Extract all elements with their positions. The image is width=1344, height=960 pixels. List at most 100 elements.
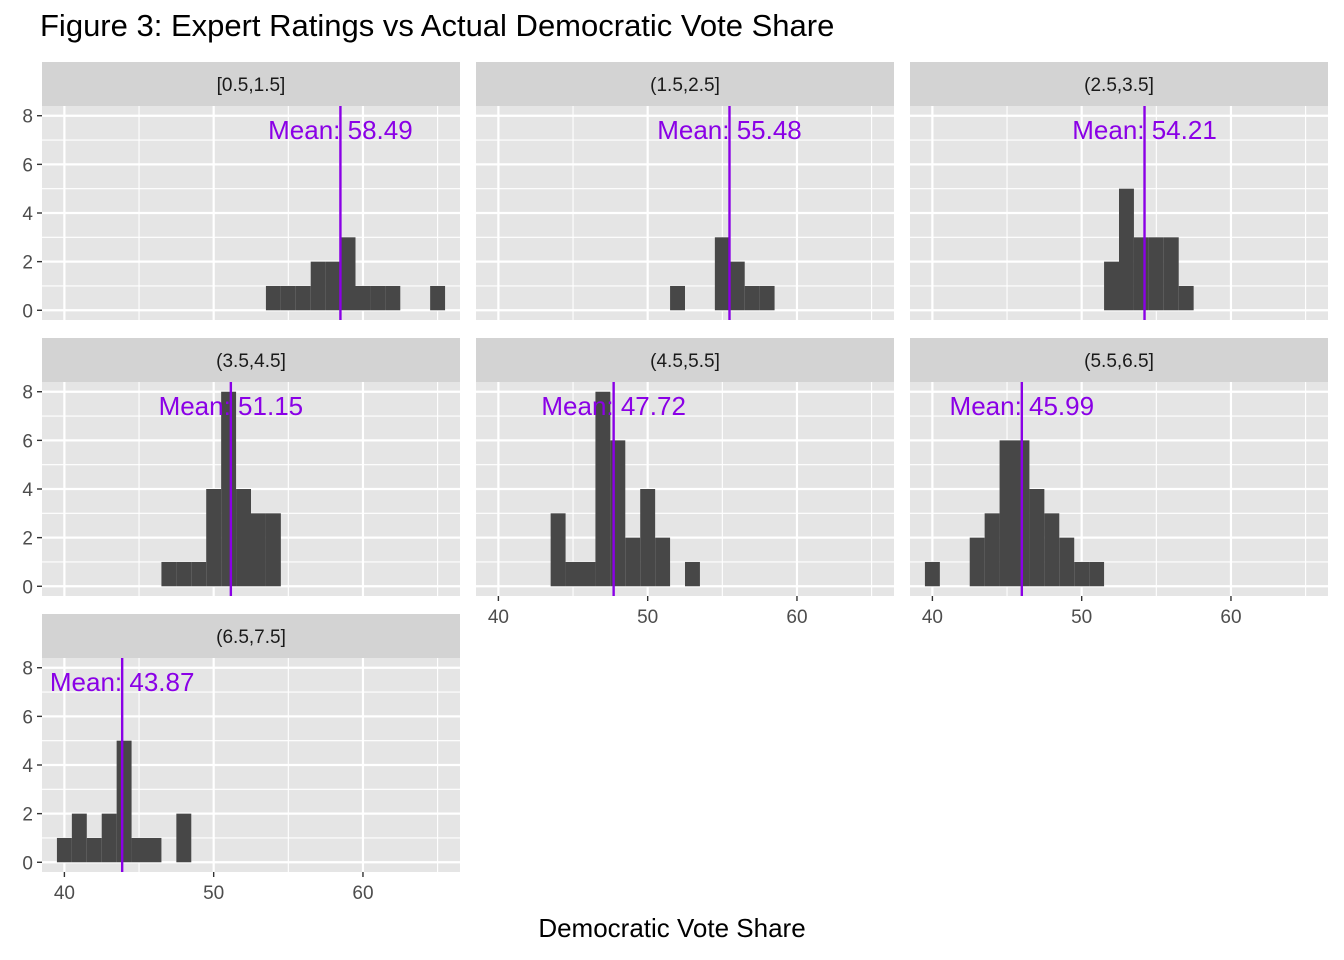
y-tick-label: 0 (22, 577, 33, 598)
x-tick-label: 60 (1220, 607, 1241, 628)
y-tick-label: 0 (22, 301, 33, 322)
mean-label: Mean: 47.72 (541, 391, 686, 421)
mean-label: Mean: 45.99 (950, 391, 1095, 421)
facet-strip-label: (4.5,5.5] (650, 351, 720, 372)
histogram-bar (1029, 489, 1045, 587)
facet-strip (42, 62, 460, 106)
histogram-bar (310, 261, 326, 311)
histogram-bar (984, 513, 1000, 587)
x-tick-label: 60 (786, 607, 807, 628)
histogram-bar (206, 489, 222, 587)
mean-label: Mean: 51.15 (159, 391, 304, 421)
y-tick-label: 4 (22, 480, 33, 501)
histogram-bar (251, 513, 266, 587)
histogram-bar (655, 537, 671, 587)
facet-strip-label: (6.5,7.5] (216, 627, 286, 648)
chart-title: Figure 3: Expert Ratings vs Actual Democ… (40, 8, 835, 43)
y-tick-label: 2 (22, 253, 33, 274)
histogram-bar (714, 237, 730, 311)
histogram-bar (759, 285, 775, 311)
histogram-bar (161, 561, 177, 587)
histogram-bar (221, 391, 237, 587)
facet-strip (476, 62, 894, 106)
histogram-bar (1178, 285, 1194, 311)
histogram-bar (685, 561, 700, 587)
histogram-bar (355, 285, 371, 311)
histogram-bar (565, 561, 581, 587)
x-axis-title: Democratic Vote Share (538, 913, 806, 943)
y-tick-label: 2 (22, 529, 33, 550)
facet-strip-label: (2.5,3.5] (1084, 75, 1154, 96)
facet-panel-3: (2.5,3.5] Mean: 54.21 (910, 62, 1328, 320)
histogram-bar (265, 513, 281, 587)
histogram-bar (640, 489, 656, 587)
histogram-bar (670, 285, 685, 311)
facet-strip (42, 338, 460, 382)
x-tick-label: 40 (488, 607, 509, 628)
histogram-bar (1059, 537, 1075, 587)
histogram-bar (86, 837, 102, 863)
y-tick-label: 4 (22, 204, 33, 225)
histogram-bar (969, 537, 985, 587)
facet-strip (910, 62, 1328, 106)
histogram-bar (101, 813, 117, 863)
mean-label: Mean: 54.21 (1072, 115, 1217, 145)
histogram-bar (176, 561, 192, 587)
histogram-bar (1163, 237, 1179, 311)
histogram-bar (236, 489, 251, 587)
mean-label: Mean: 55.48 (657, 115, 802, 145)
histogram-bar (1104, 261, 1119, 311)
histogram-bar (1089, 561, 1105, 587)
histogram-bar (1044, 513, 1060, 587)
facet-panel-6: (5.5,6.5] Mean: 45.99 40 50 60 (910, 338, 1328, 628)
facet-strip-label: [0.5,1.5] (217, 75, 286, 96)
histogram-bar (924, 561, 940, 587)
histogram-bar (280, 285, 296, 311)
histogram-bar (116, 740, 132, 863)
histogram-bar (625, 537, 641, 587)
facet-strip (910, 338, 1328, 382)
histogram-bar (580, 561, 596, 587)
facet-panel-2: (1.5,2.5] Mean: 55.48 (476, 62, 894, 320)
y-tick-label: 6 (22, 155, 33, 176)
facet-strip-label: (1.5,2.5] (650, 75, 720, 96)
y-tick-label: 8 (22, 107, 33, 128)
histogram-bar (265, 285, 281, 311)
y-tick-label: 8 (22, 659, 33, 680)
histogram-bar (744, 285, 760, 311)
y-tick-label: 0 (22, 853, 33, 874)
facet-panel-1: [0.5,1.5] Mean: 58.49 0 2 4 6 8 (22, 62, 460, 322)
histogram-bar (729, 261, 745, 311)
x-tick-label: 50 (203, 883, 224, 904)
x-tick-label: 50 (637, 607, 658, 628)
y-tick-label: 6 (22, 431, 33, 452)
histogram-bar (370, 285, 386, 311)
facet-panel-7: (6.5,7.5] Mean: 43.87 0 2 4 6 8 40 50 60 (22, 614, 460, 904)
facet-strip-label: (5.5,6.5] (1084, 351, 1154, 372)
facet-strip (42, 614, 460, 658)
histogram-bar (430, 285, 446, 311)
y-tick-label: 6 (22, 707, 33, 728)
histogram-bar (146, 837, 162, 863)
histogram-bar (340, 237, 356, 311)
histogram-bar (595, 391, 611, 587)
histogram-bar (56, 837, 72, 863)
facet-panel-5: (4.5,5.5] Mean: 47.72 40 50 60 (476, 338, 894, 628)
facet-strip-label: (3.5,4.5] (216, 351, 286, 372)
mean-label: Mean: 43.87 (50, 667, 195, 697)
histogram-bar (176, 813, 192, 863)
y-tick-label: 2 (22, 805, 33, 826)
facet-panel-4: (3.5,4.5] Mean: 51.15 0 2 4 6 8 (22, 338, 460, 598)
histogram-bar (295, 285, 311, 311)
histogram-bar (131, 837, 147, 863)
y-tick-label: 4 (22, 756, 33, 777)
histogram-bar (385, 285, 401, 311)
histogram-bar (1074, 561, 1090, 587)
facet-strip (476, 338, 894, 382)
histogram-bar (999, 440, 1015, 587)
x-tick-label: 40 (922, 607, 943, 628)
histogram-bar (1148, 237, 1164, 311)
x-tick-label: 50 (1071, 607, 1092, 628)
histogram-bar (550, 513, 566, 587)
